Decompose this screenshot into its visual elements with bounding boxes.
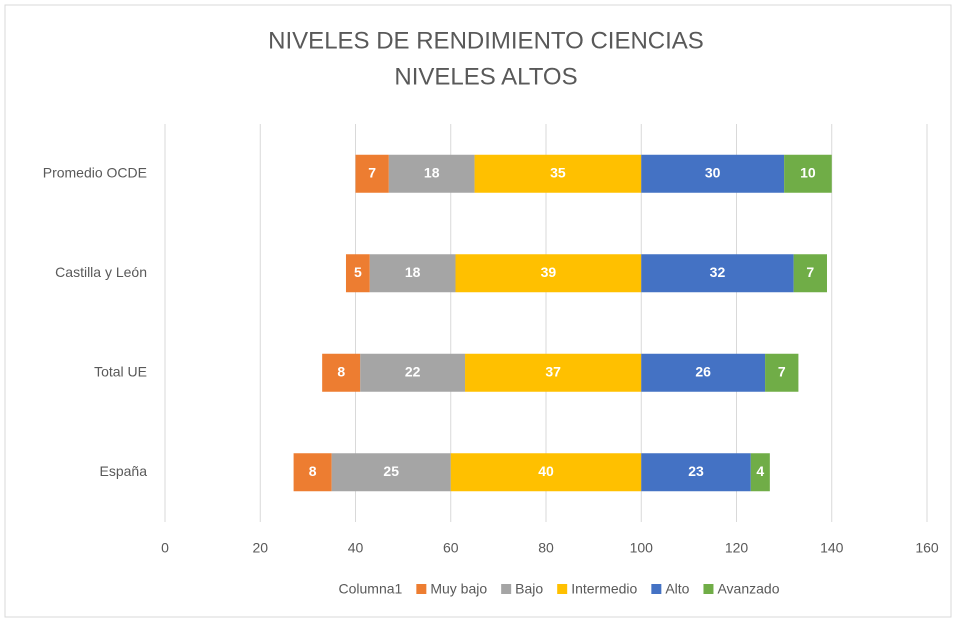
bar-segment [322, 353, 361, 392]
bar-segment [465, 353, 642, 392]
bar-segment [474, 154, 642, 193]
legend-swatch [703, 584, 714, 594]
y-tick-label: Castilla y León [55, 264, 147, 280]
bar-segment [345, 254, 370, 293]
bar-segment [765, 353, 799, 392]
bar-segment [641, 453, 751, 492]
bar-segment [165, 354, 322, 392]
bar-segment [784, 154, 832, 193]
chart-border [4, 4, 952, 618]
data-label: 23 [688, 463, 704, 479]
category-label-bg [8, 261, 158, 286]
bar-segment [331, 453, 451, 492]
x-tick-label: 160 [915, 540, 939, 556]
legend-swatch [501, 584, 512, 594]
category-label-bg [8, 360, 158, 385]
x-tick-label: 20 [252, 540, 268, 556]
bar-segment [641, 353, 766, 392]
data-label: 32 [710, 264, 726, 280]
bar-segment [750, 453, 770, 492]
data-label: 40 [538, 463, 554, 479]
bar-segment [455, 254, 642, 293]
data-label: 30 [705, 164, 721, 180]
x-tick-label: 60 [443, 540, 459, 556]
bar-segment [388, 154, 475, 193]
legend-label: Alto [665, 581, 689, 597]
data-label: 26 [695, 363, 711, 379]
legend-label: Bajo [515, 581, 543, 597]
data-label: 7 [806, 264, 814, 280]
bar-segment [641, 254, 794, 293]
data-label: 35 [550, 164, 566, 180]
bar-segment [793, 254, 827, 293]
y-tick-label: Total UE [94, 363, 147, 379]
legend-label: Intermedio [571, 581, 637, 597]
bar-segment [165, 155, 356, 193]
x-tick-label: 120 [725, 540, 749, 556]
data-label: 39 [541, 264, 557, 280]
x-tick-label: 100 [630, 540, 654, 556]
data-label: 5 [354, 264, 362, 280]
data-label: 8 [309, 463, 317, 479]
bar-segment [165, 453, 294, 491]
data-label: 7 [778, 363, 786, 379]
y-tick-label: España [100, 463, 148, 479]
bar-segment [360, 353, 466, 392]
data-label: 25 [383, 463, 399, 479]
legend-label: Muy bajo [430, 581, 487, 597]
chart-subtitle: NIVELES ALTOS [394, 63, 577, 90]
legend-label: Avanzado [717, 581, 779, 597]
data-label: 4 [756, 463, 764, 479]
x-tick-label: 80 [538, 540, 554, 556]
legend-swatch [651, 584, 662, 594]
bar-segment [355, 154, 389, 193]
chart-title: NIVELES DE RENDIMIENTO CIENCIAS [268, 27, 704, 54]
legend-label: Columna1 [339, 581, 403, 597]
y-tick-label: Promedio OCDE [43, 164, 147, 180]
category-label-bg [8, 460, 158, 485]
bar-segment [641, 154, 785, 193]
data-label: 7 [368, 164, 376, 180]
bar-segment [293, 453, 332, 492]
bar-segment [369, 254, 456, 293]
bar-segment [450, 453, 642, 492]
legend-swatch [416, 584, 427, 594]
bar-segment [165, 254, 346, 292]
data-label: 10 [800, 164, 816, 180]
data-label: 37 [545, 363, 561, 379]
data-label: 18 [424, 164, 440, 180]
x-tick-label: 0 [161, 540, 169, 556]
data-label: 18 [405, 264, 421, 280]
legend-swatch [557, 584, 568, 594]
x-tick-label: 40 [348, 540, 364, 556]
category-label-bg [8, 161, 158, 186]
data-label: 22 [405, 363, 421, 379]
data-label: 8 [337, 363, 345, 379]
x-tick-label: 140 [820, 540, 844, 556]
